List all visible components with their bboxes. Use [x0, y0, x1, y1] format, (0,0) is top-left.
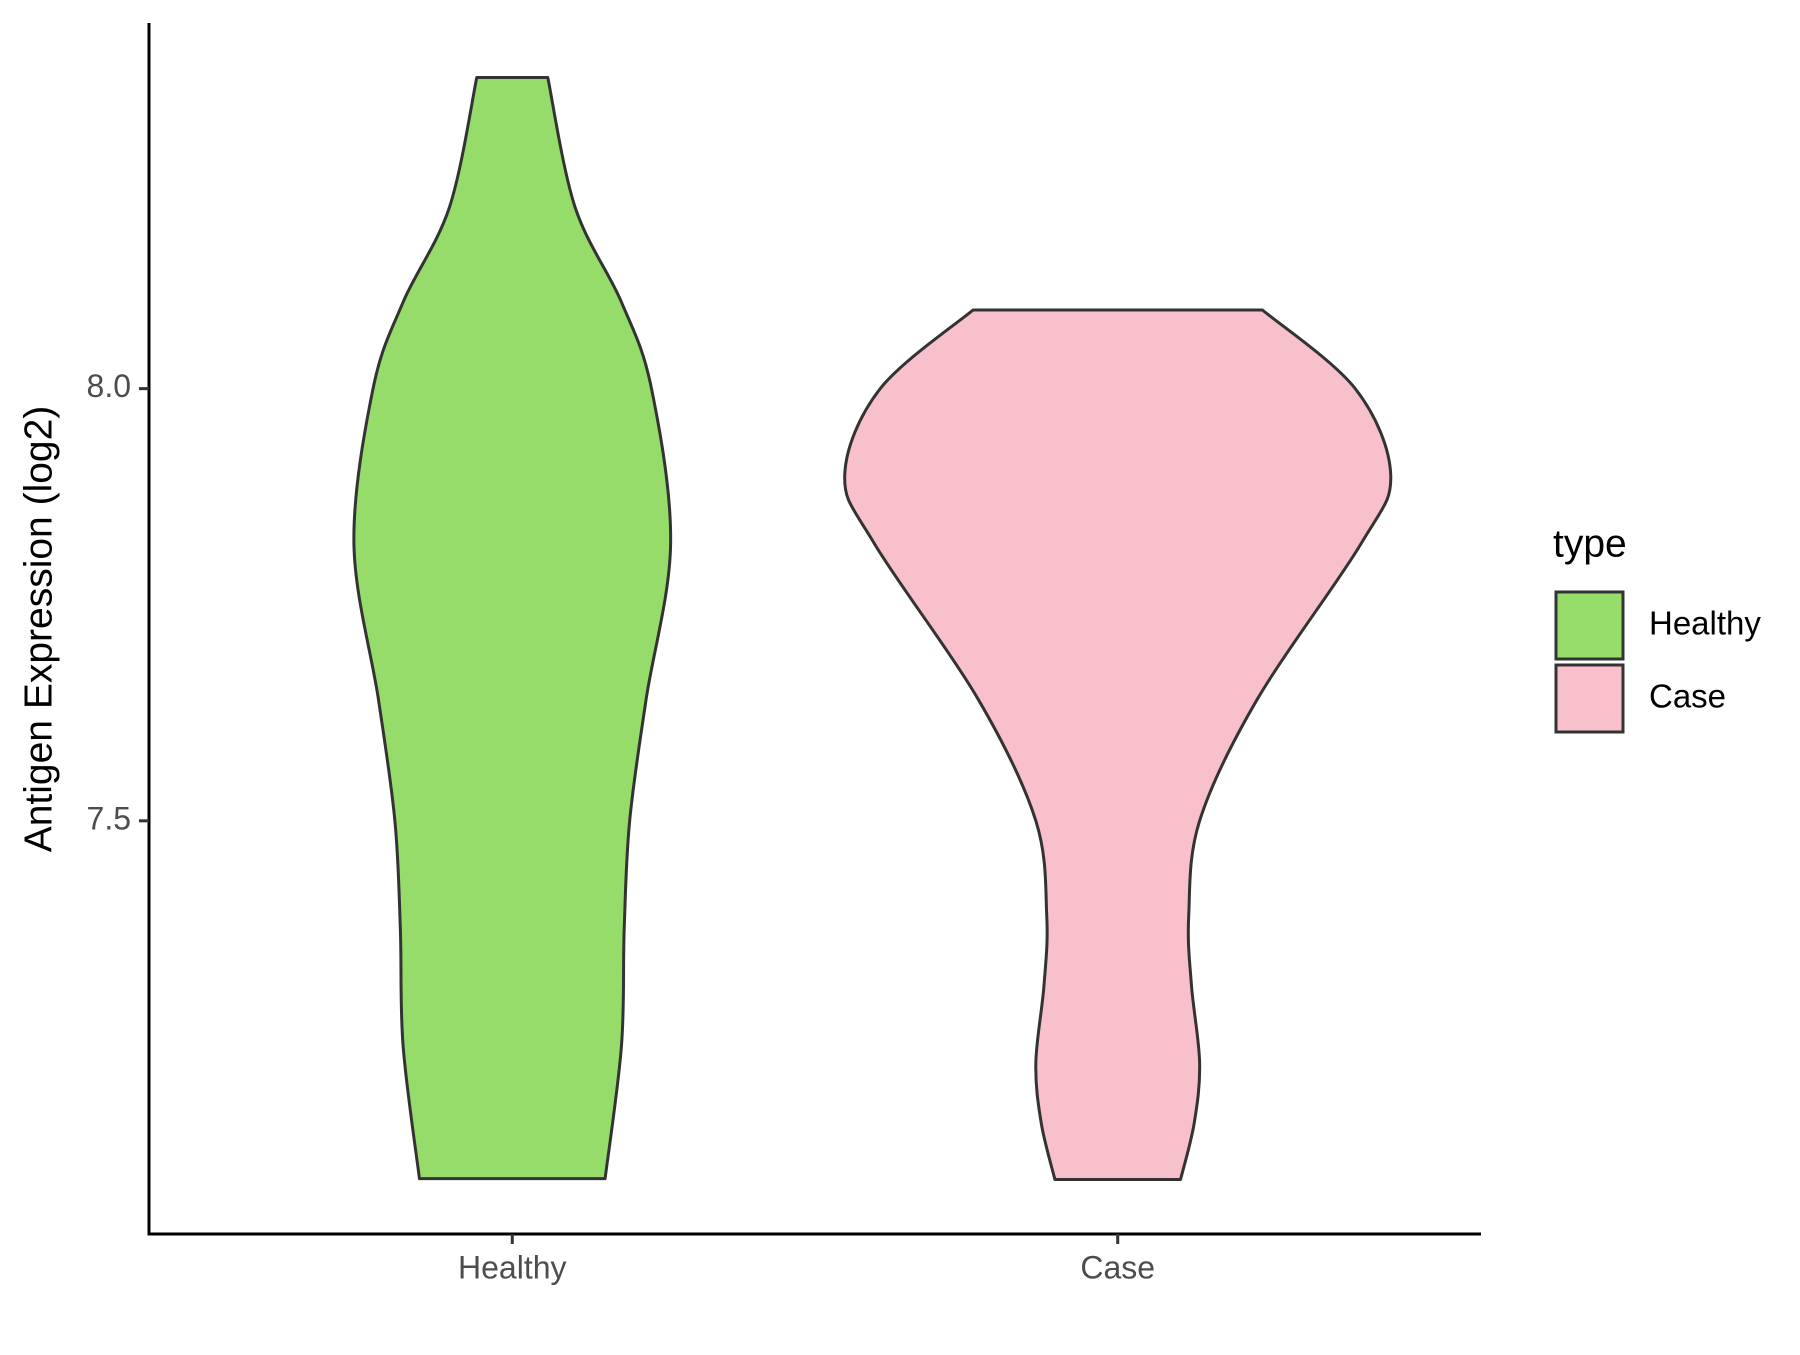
violin	[352, 75, 673, 1181]
violin	[843, 308, 1393, 1182]
x-tick-label: Healthy	[458, 1249, 567, 1285]
x-tick-label: Case	[1080, 1249, 1155, 1285]
y-axis-title: Antigen Expression (log2)	[17, 406, 60, 853]
legend-title: type	[1553, 522, 1627, 565]
y-tick-label: 7.5	[87, 800, 131, 836]
legend-key	[1554, 590, 1625, 661]
legend-label: Healthy	[1649, 605, 1761, 642]
y-tick-label: 8.0	[87, 368, 131, 404]
legend-key	[1554, 663, 1625, 734]
legend-label: Case	[1649, 678, 1726, 715]
